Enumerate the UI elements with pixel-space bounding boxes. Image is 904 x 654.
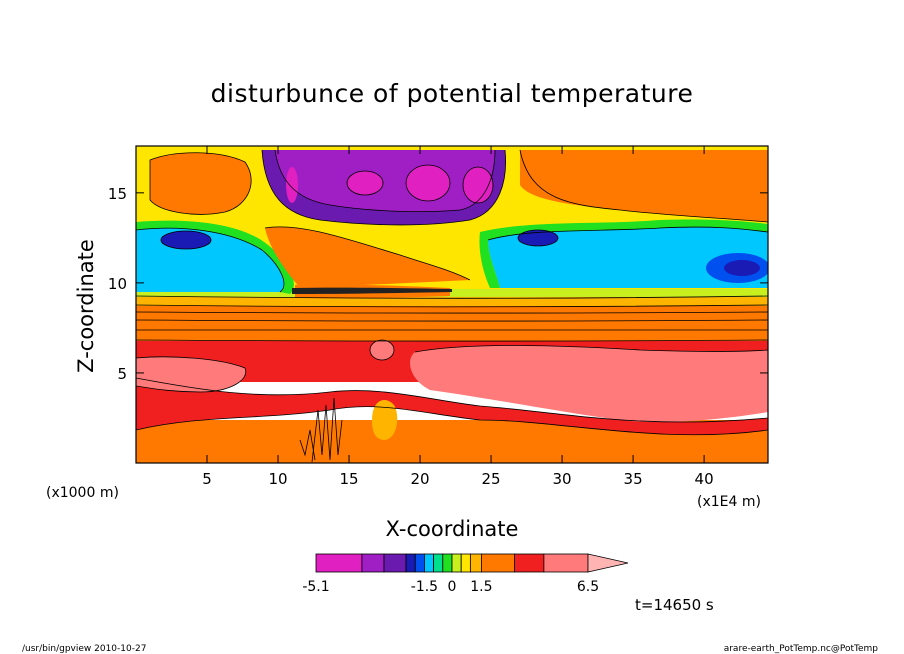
x-tick-label: 35 <box>624 470 643 488</box>
colorbar-swatch <box>361 553 385 573</box>
colorbar-label: 0 <box>448 579 457 595</box>
colorbar-swatch <box>543 553 589 573</box>
field-magenta-3 <box>463 167 493 203</box>
x-tick-label: 10 <box>268 470 287 488</box>
colorbar-swatch <box>424 553 435 573</box>
x-tick-label: 15 <box>339 470 358 488</box>
y-axis-ticks: 5 10 15 <box>108 185 768 383</box>
field-orange-wedge <box>265 226 470 288</box>
field-magenta-1 <box>347 171 383 195</box>
colorbar-swatch <box>514 553 545 573</box>
colorbar-swatch <box>460 553 471 573</box>
field-dark-jet <box>292 287 452 294</box>
colorbar-label: 6.5 <box>577 579 599 595</box>
field-orange-bubble <box>372 400 398 440</box>
colorbar-swatch <box>433 553 444 573</box>
y-axis-title: Z-coordinate <box>74 239 98 373</box>
field-blue-right-1 <box>518 230 558 246</box>
colorbar-tick-labels: -5.1 -1.5 0 1.5 6.5 <box>302 579 599 595</box>
y-tick-label: 5 <box>117 365 127 383</box>
field-orange-upper-left <box>150 152 252 215</box>
field-green-right <box>479 219 768 288</box>
colorbar-label: 1.5 <box>470 579 492 595</box>
y-unit-label: (x1000 m) <box>46 485 119 501</box>
colorbar-swatch <box>442 553 453 573</box>
y-tick-label: 15 <box>108 185 127 203</box>
colorbar-swatch <box>414 553 425 573</box>
colorbar <box>315 553 629 573</box>
time-label: t=14650 s <box>635 596 714 614</box>
colorbar-swatch <box>481 553 515 573</box>
field-orange-upper-right <box>520 150 768 222</box>
footer-left: /usr/bin/gpview 2010-10-27 <box>22 644 146 654</box>
field-pink-core-right <box>410 345 768 423</box>
x-tick-label: 20 <box>410 470 429 488</box>
colorbar-swatch <box>469 553 482 573</box>
x-tick-label: 30 <box>553 470 572 488</box>
colorbar-extension <box>587 553 629 573</box>
field-blue-right-3 <box>724 260 760 276</box>
x-tick-label: 40 <box>695 470 714 488</box>
colorbar-swatch <box>383 553 407 573</box>
x-unit-label: (x1E4 m) <box>697 494 761 510</box>
x-axis-title: X-coordinate <box>386 517 519 541</box>
colorbar-swatch <box>405 553 416 573</box>
field-magenta-4 <box>286 167 298 203</box>
colorbar-swatch <box>451 553 462 573</box>
chart-title: disturbunce of potential temperature <box>211 79 694 108</box>
contour-field <box>136 146 768 463</box>
x-tick-label: 5 <box>202 470 212 488</box>
field-blue-left <box>161 231 211 249</box>
x-axis-ticks: 5 10 15 20 25 30 35 40 <box>202 146 714 488</box>
colorbar-label: -5.1 <box>302 579 329 595</box>
plot-frame <box>135 145 769 464</box>
x-tick-label: 25 <box>482 470 501 488</box>
field-layer-yellow <box>136 296 768 306</box>
field-pink-small <box>370 340 394 360</box>
footer-right: arare-earth_PotTemp.nc@PotTemp <box>724 644 879 654</box>
field-cyan-right <box>488 227 768 288</box>
y-tick-label: 10 <box>108 275 127 293</box>
field-magenta-2 <box>406 165 450 201</box>
field-layer-low-red <box>136 378 768 435</box>
colorbar-label: -1.5 <box>411 579 438 595</box>
colorbar-swatch <box>315 553 363 573</box>
field-layer-green <box>136 288 768 297</box>
field-layer-transition <box>136 305 768 341</box>
contour-lines <box>136 149 768 463</box>
field-green-left <box>136 220 294 294</box>
